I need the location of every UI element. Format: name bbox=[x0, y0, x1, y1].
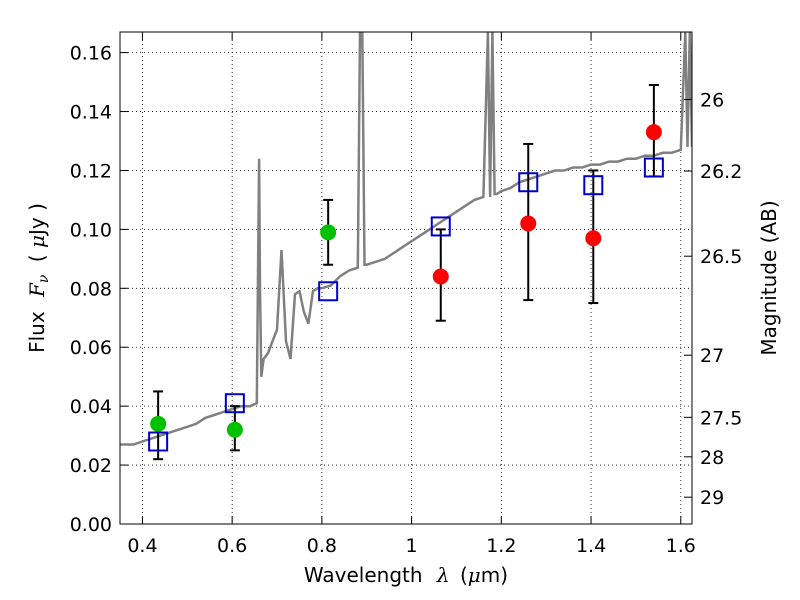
plot-area bbox=[120, 32, 692, 461]
y-tick-label: 0.14 bbox=[70, 102, 112, 124]
data-point-circle bbox=[150, 415, 167, 432]
x-axis-label-symbol: λ bbox=[436, 563, 450, 587]
data-point-circle bbox=[520, 215, 537, 232]
x-axis-label-text: Wavelength bbox=[304, 563, 423, 587]
x-tick-label: 1.4 bbox=[576, 535, 606, 557]
x-tick-label: 1 bbox=[406, 535, 418, 557]
y-tick-label: 0.00 bbox=[70, 514, 112, 536]
y-tick-label: 0.10 bbox=[70, 219, 112, 241]
y-axis-label-unit-rest: Jy ) bbox=[25, 203, 49, 237]
x-tick-label: 0.6 bbox=[217, 535, 247, 557]
y-axis-label: Flux Fν ( μJy ) bbox=[25, 203, 53, 353]
x-tick-label: 1.2 bbox=[486, 535, 516, 557]
data-point-circle bbox=[585, 230, 602, 247]
model-spectrum-line bbox=[120, 32, 692, 446]
y2-axis-label: Magnitude (AB) bbox=[757, 200, 781, 355]
plot-frame bbox=[119, 31, 693, 525]
data-point-square bbox=[318, 281, 339, 302]
y-tick-label: 0.06 bbox=[70, 337, 112, 359]
data-point-circle bbox=[320, 224, 337, 241]
y2-tick-label: 27.5 bbox=[700, 407, 742, 429]
y-tick-label: 0.04 bbox=[70, 396, 112, 418]
tick-marks bbox=[120, 32, 692, 525]
x-axis-label: Wavelength λ (μm) bbox=[304, 563, 508, 587]
x-axis-label-unit-mu: μ bbox=[468, 563, 481, 587]
data-point-square bbox=[148, 431, 169, 452]
y-axis-label-text: Flux bbox=[25, 311, 49, 353]
y2-tick-label: 29 bbox=[700, 487, 724, 509]
y-tick-label: 0.02 bbox=[70, 455, 112, 477]
x-axis-label-unit-rest: m) bbox=[481, 563, 508, 587]
data-point-square bbox=[643, 157, 664, 178]
y-tick-label: 0.12 bbox=[70, 160, 112, 182]
y-axis-label-unit-mu: μ bbox=[25, 235, 49, 248]
y-axis-label-symbol-sub: ν bbox=[36, 274, 52, 283]
data-point-square bbox=[224, 393, 245, 414]
y2-tick-label: 26.5 bbox=[700, 246, 742, 268]
y-axis-label-unit-open: ( bbox=[25, 254, 49, 262]
y2-tick-label: 26 bbox=[700, 89, 724, 111]
data-point-square bbox=[518, 172, 539, 193]
data-point-circle bbox=[432, 268, 449, 285]
y2-tick-label: 26.2 bbox=[700, 161, 742, 183]
x-tick-label: 0.4 bbox=[127, 535, 157, 557]
x-tick-label: 1.6 bbox=[666, 535, 696, 557]
data-point-circle bbox=[226, 421, 243, 438]
y-tick-label: 0.16 bbox=[70, 43, 112, 65]
tick-labels: 0.4 0.6 0.8 1 1.2 1.4 1.6 0.00 0.02 0.04 0.06 0.08 0… bbox=[70, 43, 743, 557]
data-point-square bbox=[583, 175, 604, 196]
y-tick-label: 0.08 bbox=[70, 278, 112, 300]
data-point-circle bbox=[645, 124, 662, 141]
data-point-square bbox=[430, 216, 451, 237]
y2-tick-label: 28 bbox=[700, 447, 724, 469]
y-axis-label-symbol: F bbox=[25, 282, 49, 298]
x-tick-label: 0.8 bbox=[307, 535, 337, 557]
y2-tick-label: 27 bbox=[700, 345, 724, 367]
x-axis-label-unit-open: ( bbox=[460, 563, 468, 587]
